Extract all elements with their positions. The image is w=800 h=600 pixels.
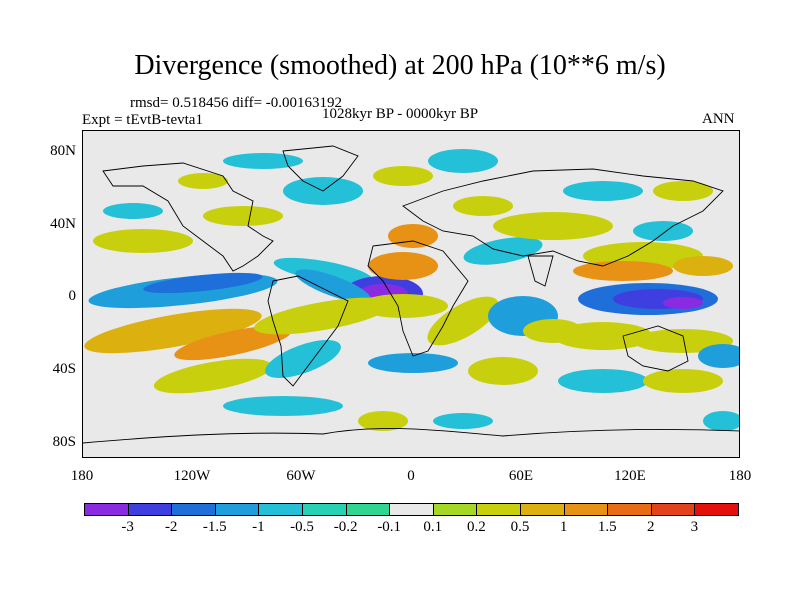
colorbar-level-label: -1 — [252, 519, 265, 535]
colorbar-level-label: -3 — [121, 519, 134, 535]
colorbar-swatch — [127, 503, 173, 516]
contour-region — [93, 229, 193, 253]
lat-label-40s: 40S — [52, 361, 76, 377]
colorbar-swatch — [476, 503, 521, 516]
map-frame — [82, 130, 740, 458]
lon-label-120w: 120W — [173, 468, 211, 484]
colorbar-swatch — [84, 503, 129, 516]
coastline — [83, 428, 739, 444]
contour-region — [633, 221, 693, 241]
lon-label-60w: 60W — [286, 468, 316, 484]
contour-region — [453, 196, 513, 216]
divergence-map — [83, 131, 739, 457]
lat-label-80s: 80S — [52, 434, 76, 450]
contour-region — [203, 206, 283, 226]
colorbar-level-label: -0.2 — [333, 519, 358, 535]
contour-region — [468, 357, 538, 385]
contour-region — [84, 308, 262, 354]
coastline — [282, 145, 359, 192]
colorbar-swatch — [607, 503, 652, 516]
contour-region — [273, 257, 373, 285]
contour-region — [174, 325, 292, 361]
contour-region — [223, 153, 303, 169]
colorbar-level-label: 1 — [559, 519, 568, 535]
contour-region — [663, 297, 703, 309]
contour-region — [223, 396, 343, 416]
lon-label-0: 0 — [407, 468, 415, 484]
contour-region — [573, 261, 673, 281]
contour-region — [358, 411, 408, 431]
contour-region — [368, 353, 458, 373]
colorbar-level-label: 0.5 — [510, 519, 530, 535]
colorbar-swatch — [389, 503, 434, 516]
contour-region — [265, 340, 341, 378]
lon-label-120e: 120E — [614, 468, 646, 484]
contour-region — [358, 294, 448, 318]
contour-region — [643, 369, 723, 393]
lat-label-0: 0 — [68, 288, 77, 304]
contour-region — [703, 411, 739, 431]
lat-label-80n: 80N — [50, 143, 76, 159]
colorbar-swatch — [345, 503, 391, 516]
contour-region — [427, 296, 499, 346]
season-label: ANN — [702, 111, 735, 127]
contour-region — [653, 181, 713, 201]
colorbar-swatch — [171, 503, 216, 516]
contour-region — [143, 272, 263, 294]
stats-label: rmsd= 0.518456 diff= -0.00163192 — [130, 95, 343, 111]
coastline — [102, 162, 274, 272]
colorbar-swatch — [563, 503, 609, 516]
coastline — [267, 275, 349, 387]
coastline — [402, 168, 724, 267]
colorbar-level-label: -2 — [164, 519, 178, 535]
contour-region — [553, 322, 653, 350]
colorbar-level-label: 2 — [647, 519, 655, 535]
coastline — [622, 325, 689, 372]
colorbar-swatch — [520, 503, 565, 516]
colorbar-level-label: 1.5 — [597, 519, 617, 535]
contour-region — [178, 173, 228, 189]
colorbar-level-label: 0.2 — [467, 519, 486, 535]
contour-region — [388, 224, 438, 248]
contour-region — [428, 149, 498, 173]
contour-region — [563, 181, 643, 201]
lon-label-180w: 180 — [70, 468, 94, 484]
contour-fields — [84, 149, 739, 431]
colorbar-level-label: 3 — [690, 519, 699, 535]
contour-region — [153, 358, 273, 394]
colorbar-level-label: -0.5 — [290, 519, 314, 535]
lat-label-40n: 40N — [50, 216, 76, 232]
contour-region — [493, 212, 613, 240]
coastline — [527, 255, 554, 287]
colorbar-swatch — [694, 503, 739, 516]
coastline — [367, 240, 469, 357]
contour-region — [673, 256, 733, 276]
contour-region — [558, 369, 648, 393]
colorbar-level-label: -0.1 — [377, 519, 402, 535]
lon-label-60e: 60E — [508, 468, 534, 484]
lon-label-180e: 180 — [728, 468, 752, 484]
colorbar-swatch — [650, 503, 696, 516]
contour-region — [368, 252, 438, 280]
contour-region — [698, 344, 739, 368]
contour-region — [254, 297, 392, 335]
experiment-label: Expt = tEvtB-tevta1 — [82, 112, 203, 128]
contour-region — [373, 166, 433, 186]
colorbar-swatch — [432, 503, 478, 516]
plot-title: Divergence (smoothed) at 200 hPa (10**6 … — [134, 50, 666, 81]
contour-region — [433, 413, 493, 429]
period-label: 1028kyr BP - 0000kyr BP — [322, 106, 479, 122]
colorbar-level-label: -1.5 — [202, 519, 227, 535]
colorbar-level-label: 0.1 — [423, 519, 443, 535]
colorbar-swatch — [214, 503, 260, 516]
colorbar-swatch — [302, 503, 347, 516]
colorbar-swatch — [258, 503, 303, 516]
contour-region — [103, 203, 163, 219]
coastlines — [83, 145, 739, 444]
contour-region — [295, 269, 371, 303]
